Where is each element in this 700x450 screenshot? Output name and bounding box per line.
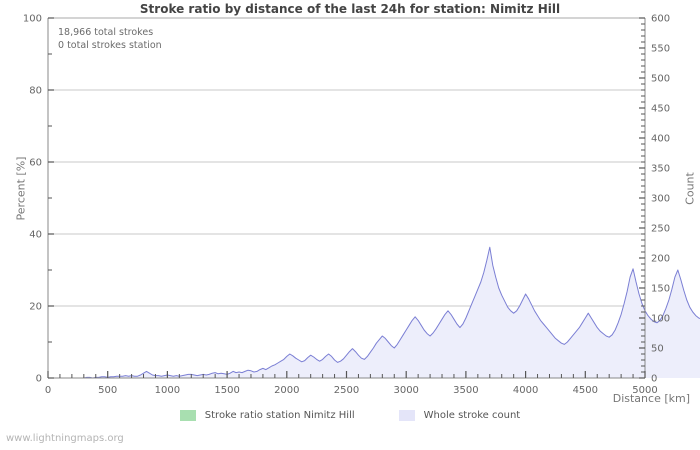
chart-annotation: 18,966 total strokes 0 total strokes sta…	[58, 26, 162, 52]
y-axis-title-left: Percent [%]	[14, 156, 28, 221]
x-axis-title: Distance [km]	[612, 392, 690, 405]
svg-text:450: 450	[651, 104, 670, 115]
svg-text:60: 60	[29, 158, 42, 169]
svg-text:350: 350	[651, 164, 670, 175]
svg-text:100: 100	[651, 314, 670, 325]
svg-text:0: 0	[45, 385, 51, 396]
svg-text:0: 0	[651, 374, 657, 385]
svg-text:50: 50	[651, 344, 664, 355]
legend-label-stroke-ratio-station: Stroke ratio station Nimitz Hill	[204, 410, 355, 421]
svg-text:500: 500	[651, 74, 670, 85]
svg-text:200: 200	[651, 254, 670, 265]
axes-layer	[47, 17, 646, 379]
svg-text:1500: 1500	[214, 385, 239, 396]
svg-text:5000: 5000	[632, 385, 657, 396]
svg-text:300: 300	[651, 194, 670, 205]
svg-text:2000: 2000	[274, 385, 299, 396]
legend-item-whole-stroke-count[interactable]: Whole stroke count	[398, 410, 521, 421]
site-watermark: www.lightningmaps.org	[6, 433, 124, 444]
svg-text:100: 100	[23, 14, 42, 25]
svg-text:80: 80	[29, 86, 42, 97]
legend-swatch-lavender	[398, 410, 415, 421]
tick-labels: 0204060801000501001502002503003504004505…	[23, 14, 670, 397]
chart-legend: Stroke ratio station Nimitz Hill Whole s…	[0, 410, 700, 421]
svg-text:40: 40	[29, 230, 42, 241]
tick-marks	[47, 17, 646, 379]
svg-text:4500: 4500	[573, 385, 598, 396]
y-axis-title-right: Count	[683, 172, 697, 205]
svg-text:1000: 1000	[155, 385, 180, 396]
svg-text:4000: 4000	[513, 385, 538, 396]
svg-text:400: 400	[651, 134, 670, 145]
svg-text:3000: 3000	[393, 385, 418, 396]
legend-swatch-green	[179, 410, 196, 421]
series-layer	[48, 246, 700, 379]
grid-lines	[48, 17, 645, 307]
chart-title: Stroke ratio by distance of the last 24h…	[139, 2, 561, 16]
svg-text:2500: 2500	[334, 385, 359, 396]
svg-text:3500: 3500	[453, 385, 478, 396]
svg-text:550: 550	[651, 44, 670, 55]
annotation-total-strokes: 18,966 total strokes	[58, 27, 154, 38]
svg-text:150: 150	[651, 284, 670, 295]
svg-text:500: 500	[98, 385, 117, 396]
svg-text:20: 20	[29, 302, 42, 313]
svg-text:600: 600	[651, 14, 670, 25]
annotation-total-strokes-station: 0 total strokes station	[58, 40, 162, 51]
svg-text:0: 0	[36, 374, 42, 385]
legend-label-whole-stroke-count: Whole stroke count	[423, 410, 521, 421]
legend-item-stroke-ratio-station[interactable]: Stroke ratio station Nimitz Hill	[179, 410, 355, 421]
svg-text:250: 250	[651, 224, 670, 235]
